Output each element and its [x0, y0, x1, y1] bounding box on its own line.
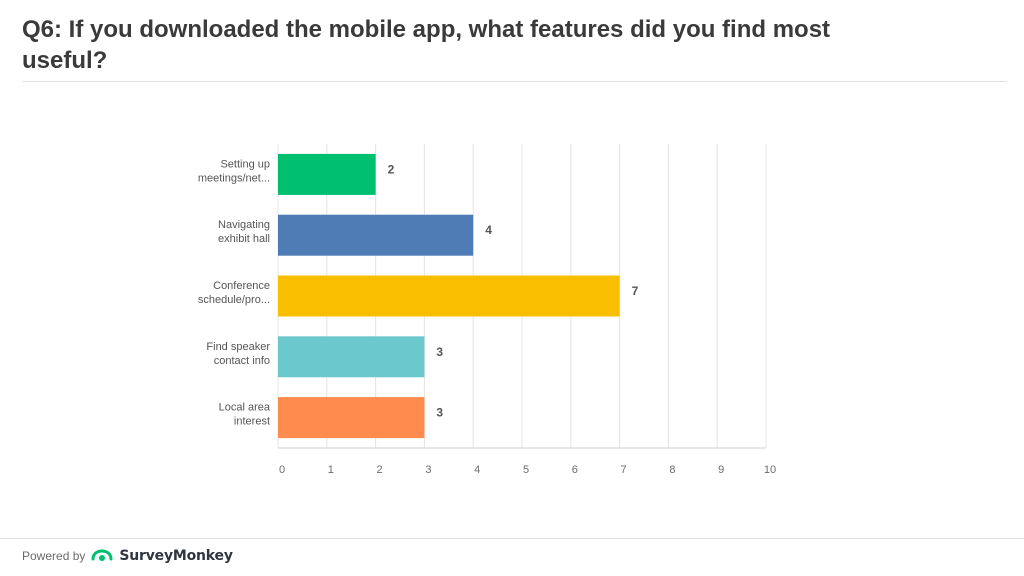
- bar: [278, 397, 425, 439]
- bar: [278, 336, 425, 378]
- x-tick-label: 5: [523, 464, 529, 476]
- x-tick-label: 9: [718, 464, 724, 476]
- data-label: 4: [485, 223, 492, 237]
- x-tick-label: 8: [669, 464, 675, 476]
- x-tick-label: 0: [279, 464, 285, 476]
- x-tick-label: 3: [425, 464, 431, 476]
- category-label: Conference schedule/pro...: [198, 280, 270, 306]
- x-tick-label: 6: [572, 464, 578, 476]
- footer-divider: [0, 538, 1024, 539]
- powered-by-text: Powered by: [22, 549, 86, 563]
- data-label: 3: [436, 406, 443, 420]
- x-tick-label: 1: [328, 464, 334, 476]
- category-label: Navigating exhibit hall: [218, 219, 270, 245]
- data-label: 7: [632, 284, 639, 298]
- category-label: Setting up meetings/net...: [198, 158, 270, 184]
- x-tick-label: 4: [474, 464, 480, 476]
- bar: [278, 214, 474, 256]
- category-label: Local area interest: [219, 402, 271, 428]
- surveymonkey-logo-icon: [91, 549, 113, 561]
- x-tick-label: 7: [621, 464, 627, 476]
- bar: [278, 153, 376, 195]
- x-tick-label: 2: [377, 464, 383, 476]
- data-label: 3: [436, 345, 443, 359]
- bar: [278, 275, 620, 317]
- category-label: Find speaker contact info: [206, 341, 270, 367]
- title-divider: [22, 81, 1007, 82]
- question-title: Q6: If you downloaded the mobile app, wh…: [22, 16, 831, 74]
- footer: Powered by SurveyMonkey: [22, 548, 233, 564]
- x-tick-label: 10: [764, 464, 776, 476]
- data-label: 2: [388, 162, 395, 176]
- brand-name: SurveyMonkey: [119, 548, 233, 564]
